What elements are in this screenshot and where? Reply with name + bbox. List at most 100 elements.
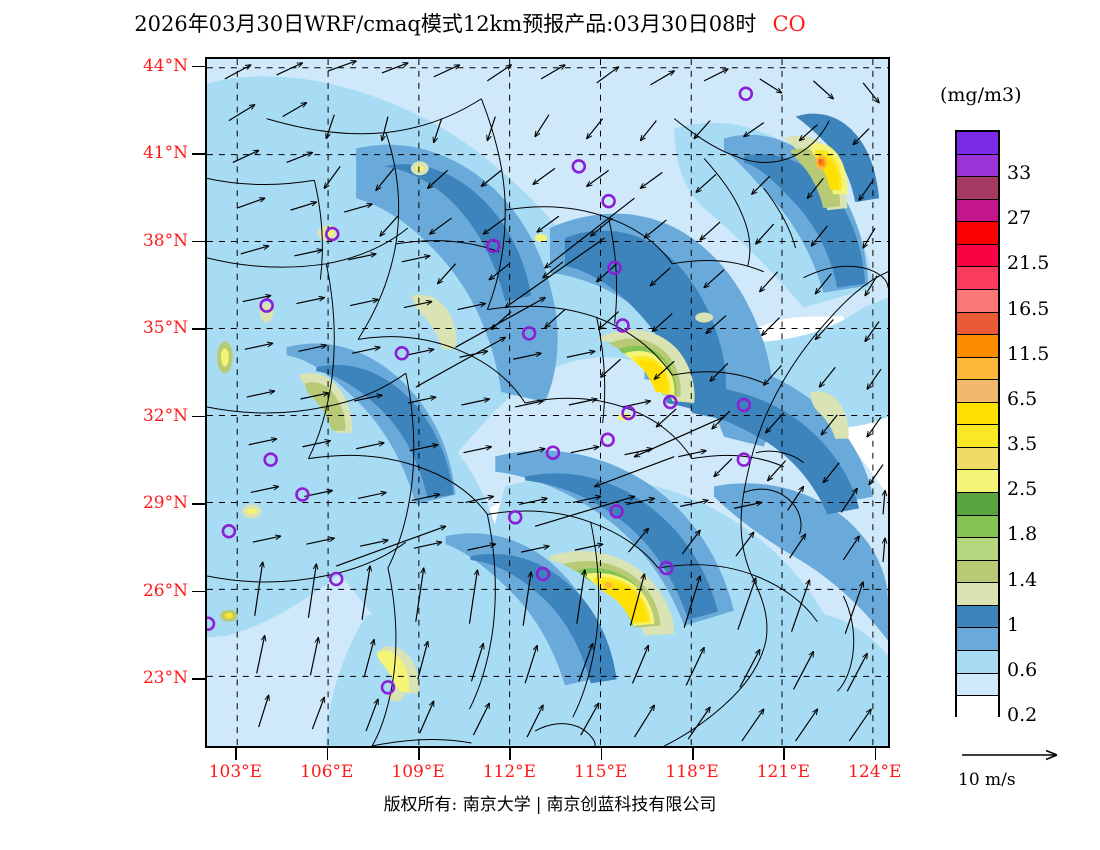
x-axis-tick-label: 115°E: [574, 762, 628, 782]
x-axis-tick-label: 106°E: [300, 762, 354, 782]
city-marker[interactable]: [600, 432, 615, 448]
y-axis-tick: [192, 678, 205, 680]
x-axis-tick: [326, 748, 329, 760]
y-axis-tick: [192, 153, 205, 155]
colorbar-tick-label: 11.5: [1007, 342, 1050, 365]
colorbar-band[interactable]: [957, 447, 998, 471]
colorbar-band[interactable]: [957, 402, 998, 426]
y-axis-tick-label: 41°N: [142, 143, 188, 164]
city-marker[interactable]: [571, 159, 587, 174]
colorbar-band[interactable]: [957, 673, 998, 697]
y-axis-tick-label: 23°N: [142, 668, 188, 688]
city-marker[interactable]: [221, 523, 237, 539]
city-marker[interactable]: [663, 394, 678, 410]
colorbar-tick-label: 21.5: [1007, 252, 1050, 275]
city-marker[interactable]: [621, 405, 636, 421]
colorbar-band[interactable]: [957, 470, 998, 493]
colorbar-band[interactable]: [957, 696, 998, 719]
x-axis-tick-label: 109°E: [391, 762, 445, 782]
copyright-owner: 版权所有: 南京大学: [383, 795, 531, 815]
colorbar-band[interactable]: [957, 244, 998, 268]
city-marker[interactable]: [615, 318, 630, 333]
city-marker[interactable]: [607, 260, 622, 276]
copyright-separator: |: [535, 795, 542, 815]
colorbar-band[interactable]: [957, 335, 998, 358]
city-marker[interactable]: [295, 487, 310, 502]
wind-scale-label: 10 m/s: [958, 770, 1016, 790]
y-axis-tick: [192, 503, 205, 505]
city-marker[interactable]: [507, 510, 523, 525]
city-marker[interactable]: [207, 616, 216, 631]
x-axis-tick-label: 118°E: [665, 762, 719, 782]
x-axis-tick-label: 112°E: [482, 762, 537, 782]
city-marker[interactable]: [736, 397, 752, 413]
y-axis-tick: [192, 328, 205, 330]
colorbar-band[interactable]: [957, 425, 998, 448]
city-marker[interactable]: [601, 193, 616, 209]
colorbar-band[interactable]: [957, 199, 998, 223]
colorbar-tick-label: 33: [1007, 162, 1032, 185]
wind-scale-key: 10 m/s: [958, 745, 1088, 790]
city-marker[interactable]: [659, 560, 674, 576]
colorbar-tick-label: 16.5: [1007, 297, 1050, 320]
colorbar-band[interactable]: [957, 289, 998, 313]
scattered-cells: [216, 161, 714, 702]
colorbar-tick-label: 2.5: [1007, 478, 1038, 501]
colorbar-band[interactable]: [957, 222, 998, 245]
contour-hotspots: [604, 155, 828, 588]
x-axis-tick: [874, 748, 877, 760]
y-axis-tick-label: 29°N: [142, 493, 188, 514]
city-marker[interactable]: [394, 346, 410, 361]
colorbar-tick-label: 6.5: [1007, 387, 1038, 410]
city-marker[interactable]: [738, 86, 754, 102]
title-text: 2026年03月30日WRF/cmaq模式12km预报产品:03月30日08时: [134, 12, 757, 36]
city-marker-layer[interactable]: [207, 86, 754, 695]
y-axis-tick: [192, 240, 205, 243]
colorbar-band[interactable]: [957, 154, 998, 178]
colorbar[interactable]: [955, 130, 1000, 719]
city-marker[interactable]: [380, 680, 396, 695]
y-axis-tick: [192, 590, 205, 593]
colorbar-band[interactable]: [957, 650, 998, 674]
colorbar-band[interactable]: [957, 515, 998, 539]
colorbar-band[interactable]: [957, 357, 998, 381]
city-marker[interactable]: [259, 298, 274, 313]
colorbar-band[interactable]: [957, 267, 998, 290]
title-species-label: CO: [772, 12, 806, 36]
city-marker[interactable]: [328, 571, 344, 587]
colorbar-band[interactable]: [957, 493, 998, 516]
colorbar-band[interactable]: [957, 132, 998, 155]
y-axis-tick: [192, 415, 205, 418]
city-marker[interactable]: [325, 226, 340, 242]
city-marker[interactable]: [486, 238, 501, 254]
colorbar-band[interactable]: [957, 538, 998, 561]
copyright-footer: 版权所有: 南京大学 | 南京创蓝科技有限公司: [0, 790, 1100, 815]
y-axis-tick-label: 32°N: [142, 405, 188, 426]
map-plot-area[interactable]: [205, 57, 890, 748]
city-marker[interactable]: [263, 452, 278, 467]
colorbar-band[interactable]: [957, 177, 998, 200]
city-marker[interactable]: [521, 326, 537, 341]
colorbar-units-label: (mg/m3): [940, 84, 1022, 106]
page-title: 2026年03月30日WRF/cmaq模式12km预报产品:03月30日08时 C…: [0, 8, 940, 38]
city-marker[interactable]: [535, 566, 551, 582]
colorbar-tick-label: 27: [1007, 207, 1032, 230]
city-marker[interactable]: [545, 445, 561, 460]
x-axis-tick-label: 121°E: [756, 762, 811, 782]
colorbar-band[interactable]: [957, 628, 998, 651]
colorbar-band[interactable]: [957, 380, 998, 403]
colorbar-band[interactable]: [957, 605, 998, 629]
x-axis-tick: [418, 748, 420, 760]
y-axis-tick-label: 38°N: [142, 230, 188, 251]
copyright-company: 南京创蓝科技有限公司: [546, 795, 717, 815]
colorbar-tick-label: 1.8: [1007, 523, 1038, 546]
x-axis-tick: [692, 748, 694, 760]
colorbar-tick-label: 0.2: [1007, 704, 1038, 726]
x-axis-tick: [235, 748, 237, 760]
colorbar-band[interactable]: [957, 560, 998, 584]
colorbar-band[interactable]: [957, 583, 998, 606]
city-marker[interactable]: [736, 452, 752, 467]
city-marker[interactable]: [609, 504, 624, 519]
colorbar-band[interactable]: [957, 312, 998, 336]
y-axis-tick-label: 44°N: [142, 55, 188, 76]
